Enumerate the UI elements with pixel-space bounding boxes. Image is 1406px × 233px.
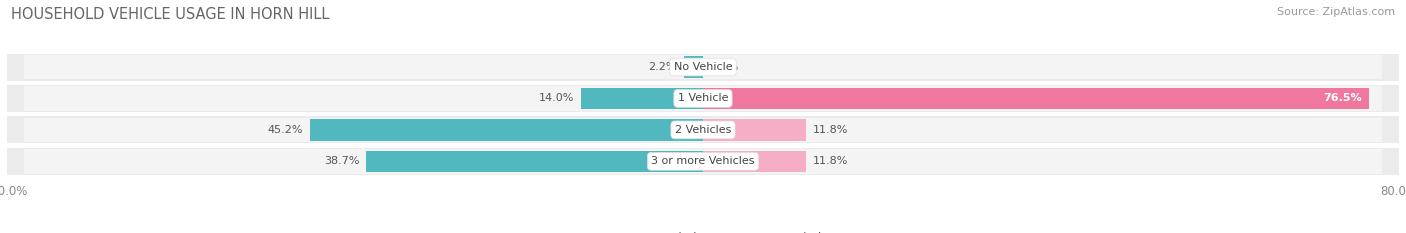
Bar [367, 151, 703, 172]
Text: 0.0%: 0.0% [710, 62, 738, 72]
Text: 38.7%: 38.7% [323, 156, 360, 166]
Bar [7, 54, 1399, 81]
Bar [24, 86, 1382, 111]
Text: 1 Vehicle: 1 Vehicle [678, 93, 728, 103]
Text: 3 or more Vehicles: 3 or more Vehicles [651, 156, 755, 166]
Bar [703, 88, 1368, 109]
Text: 76.5%: 76.5% [1323, 93, 1361, 103]
Bar [24, 118, 1382, 142]
Bar [703, 119, 806, 140]
Bar [309, 119, 703, 140]
Bar [7, 148, 1399, 175]
Bar [24, 149, 1382, 174]
Legend: Owner-occupied, Renter-occupied: Owner-occupied, Renter-occupied [579, 228, 827, 233]
Text: 11.8%: 11.8% [813, 156, 848, 166]
Text: No Vehicle: No Vehicle [673, 62, 733, 72]
Text: 11.8%: 11.8% [813, 125, 848, 135]
Text: 14.0%: 14.0% [538, 93, 574, 103]
Text: HOUSEHOLD VEHICLE USAGE IN HORN HILL: HOUSEHOLD VEHICLE USAGE IN HORN HILL [11, 7, 329, 22]
Text: 2.2%: 2.2% [648, 62, 676, 72]
Text: Source: ZipAtlas.com: Source: ZipAtlas.com [1277, 7, 1395, 17]
Bar [7, 85, 1399, 112]
Bar [683, 56, 703, 78]
Bar [7, 116, 1399, 143]
Text: 2 Vehicles: 2 Vehicles [675, 125, 731, 135]
Bar [703, 151, 806, 172]
Text: 45.2%: 45.2% [267, 125, 302, 135]
Bar [24, 55, 1382, 79]
Bar [581, 88, 703, 109]
